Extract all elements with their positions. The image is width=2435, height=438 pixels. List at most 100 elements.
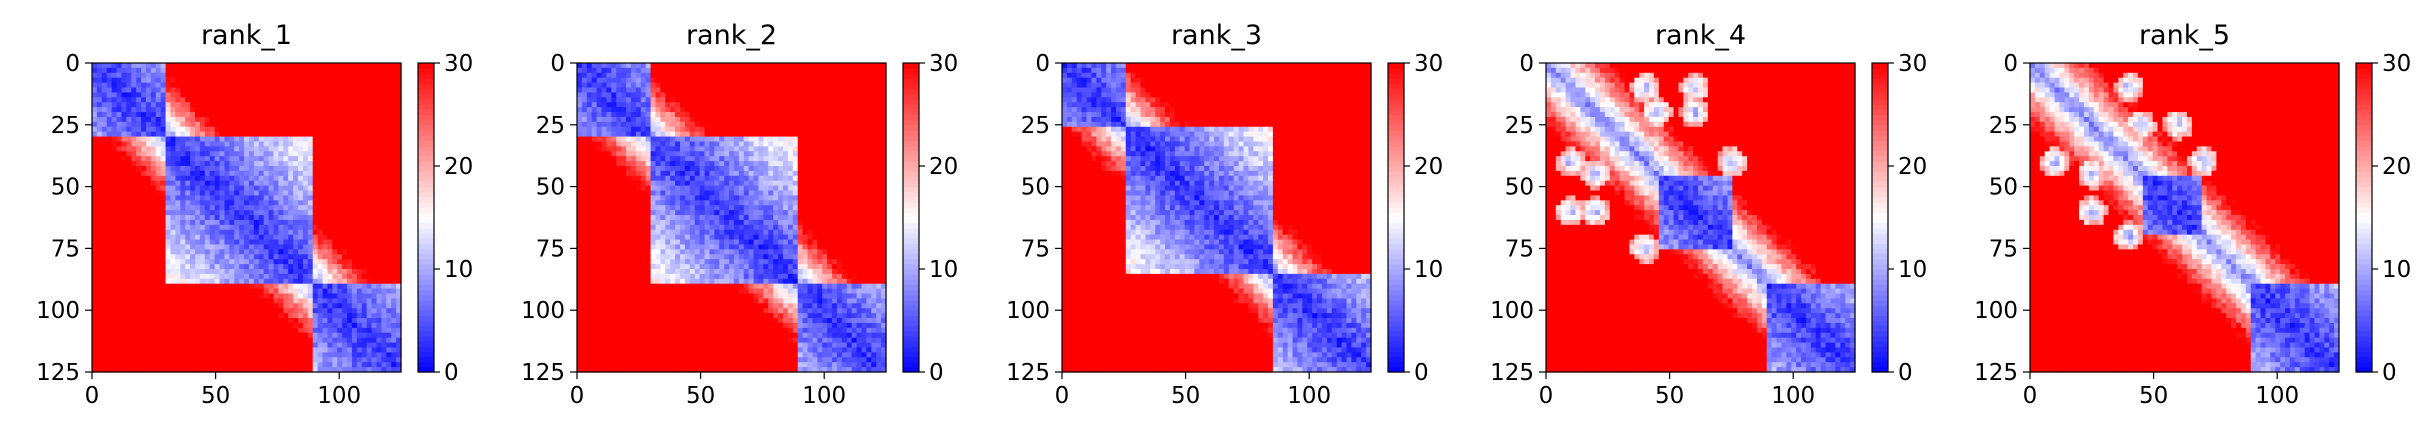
heatmap-cell: [670, 82, 676, 89]
heatmap-cell: [116, 283, 123, 290]
heatmap-cell: [263, 151, 270, 157]
heatmap-cell: [116, 136, 123, 143]
heatmap-cell: [376, 273, 382, 280]
heatmap-cell: [92, 249, 98, 255]
heatmap-cell: [391, 82, 397, 89]
heatmap-cell: [239, 102, 245, 108]
heatmap-cell: [577, 126, 583, 133]
heatmap-cell: [239, 156, 245, 162]
heatmap-cell: [283, 327, 289, 334]
heatmap-cell: [317, 63, 324, 69]
heatmap-cell: [111, 308, 118, 314]
heatmap-cell: [258, 131, 265, 138]
heatmap-cell: [239, 151, 245, 157]
heatmap-cell: [317, 239, 324, 246]
heatmap-cell: [234, 215, 240, 221]
heatmap-cell: [768, 72, 774, 79]
heatmap-cell: [101, 278, 108, 285]
heatmap-cell: [199, 136, 206, 143]
heatmap-cell: [342, 357, 348, 363]
heatmap-cell: [773, 67, 779, 74]
heatmap-cell: [347, 97, 353, 103]
heatmap-cell: [881, 126, 887, 133]
heatmap-cell: [645, 131, 652, 138]
heatmap-cell: [273, 269, 279, 275]
heatmap-cell: [273, 308, 279, 314]
heatmap-cell: [371, 87, 378, 94]
heatmap-cell: [768, 102, 774, 108]
heatmap-cell: [768, 107, 774, 113]
heatmap-cell: [371, 195, 378, 201]
heatmap-cell: [170, 200, 176, 206]
heatmap-cell: [792, 82, 799, 89]
heatmap-cell: [204, 185, 211, 192]
heatmap-cell: [244, 219, 250, 226]
heatmap-cell: [258, 185, 265, 192]
heatmap-cell: [106, 175, 113, 182]
heatmap-cell: [170, 219, 176, 226]
heatmap-cell: [361, 87, 368, 94]
heatmap-cell: [170, 278, 176, 285]
heatmap-cell: [175, 219, 181, 226]
heatmap-cell: [165, 200, 172, 206]
heatmap-cell: [356, 161, 363, 167]
heatmap-cell: [704, 131, 711, 138]
heatmap-cell: [185, 141, 191, 147]
heatmap-cell: [248, 313, 255, 319]
heatmap-cell: [190, 278, 196, 285]
heatmap-cell: [175, 121, 181, 128]
heatmap-cell: [136, 357, 142, 363]
heatmap-cell: [224, 313, 230, 319]
heatmap-cell: [126, 190, 132, 197]
heatmap-cell: [224, 156, 230, 162]
heatmap-cell: [204, 180, 211, 187]
heatmap-cell: [630, 112, 637, 118]
heatmap-cell: [680, 92, 686, 98]
heatmap-cell: [288, 229, 294, 236]
heatmap-cell: [165, 107, 172, 113]
heatmap-cell: [312, 136, 319, 143]
heatmap-cell: [155, 288, 162, 295]
heatmap-cell: [709, 63, 715, 69]
heatmap-cell: [234, 107, 240, 113]
heatmap-cell: [199, 313, 206, 319]
heatmap-cell: [263, 357, 270, 363]
heatmap-cell: [263, 116, 270, 123]
heatmap-cell: [214, 234, 221, 241]
heatmap-cell: [155, 337, 162, 344]
heatmap-cell: [298, 116, 304, 123]
heatmap-cell: [214, 190, 221, 197]
heatmap-cell: [106, 318, 113, 324]
heatmap-cell: [601, 102, 608, 108]
heatmap-cell: [719, 121, 725, 128]
heatmap-cell: [121, 175, 127, 182]
heatmap-cell: [239, 161, 245, 167]
heatmap-cell: [351, 308, 358, 314]
heatmap-cell: [356, 278, 363, 285]
heatmap-cell: [160, 151, 167, 157]
heatmap-cell: [381, 200, 387, 206]
heatmap-cell: [356, 141, 363, 147]
heatmap-cell: [302, 97, 309, 103]
heatmap-cell: [214, 337, 221, 344]
heatmap-cell: [577, 92, 583, 98]
heatmap-cell: [214, 200, 221, 206]
heatmap-cell: [209, 161, 216, 167]
heatmap-cell: [337, 219, 343, 226]
heatmap-cell: [396, 229, 402, 236]
heatmap-cell: [846, 112, 853, 118]
heatmap-cell: [244, 151, 250, 157]
heatmap-cell: [361, 195, 368, 201]
heatmap-cell: [768, 63, 774, 69]
heatmap-cell: [342, 72, 348, 79]
heatmap-cell: [347, 63, 353, 69]
heatmap-cell: [307, 77, 314, 84]
heatmap-cell: [224, 67, 230, 74]
heatmap-cell: [253, 190, 260, 197]
heatmap-cell: [684, 97, 691, 103]
heatmap-cell: [327, 249, 333, 255]
heatmap-cell: [733, 97, 740, 103]
heatmap-cell: [812, 67, 818, 74]
heatmap-cell: [106, 347, 113, 353]
heatmap-cell: [312, 67, 319, 74]
